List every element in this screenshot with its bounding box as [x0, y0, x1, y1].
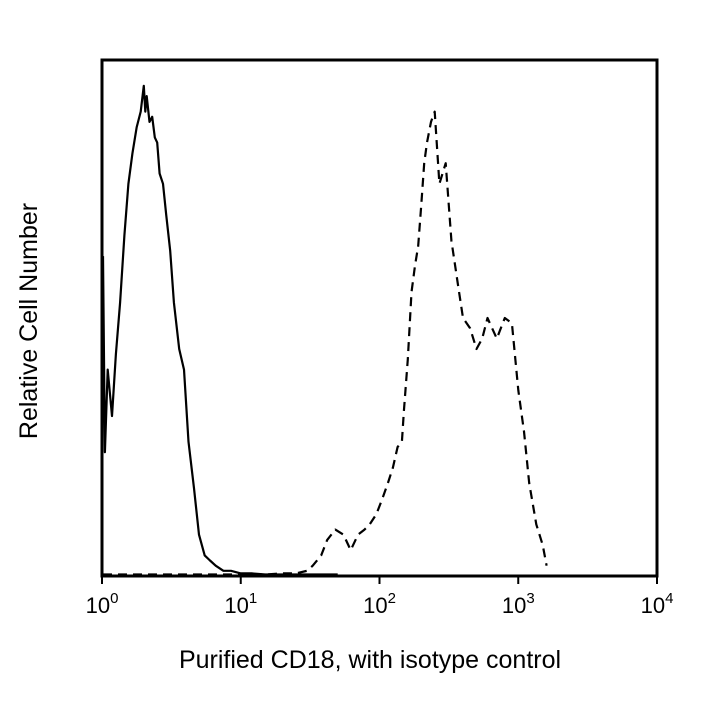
x-tick-label: 101 — [224, 590, 257, 618]
x-tick-label-base: 10 — [502, 593, 526, 618]
x-axis-tick-labels: 100 101 102 103 104 — [86, 590, 674, 618]
x-tick-label-exponent: 2 — [388, 590, 396, 607]
histogram-series — [101, 84, 548, 576]
x-tick-label-base: 10 — [86, 593, 110, 618]
x-tick-label-exponent: 0 — [110, 590, 118, 607]
cd18-dashed-series-line — [103, 110, 548, 576]
x-axis-title: Purified CD18, with isotype control — [179, 646, 561, 674]
x-tick-label: 104 — [641, 590, 674, 618]
x-tick-label: 100 — [86, 590, 119, 618]
x-tick-label-base: 10 — [224, 593, 248, 618]
x-tick-label-base: 10 — [641, 593, 665, 618]
x-axis-ticks — [101, 576, 658, 584]
isotype-solid-series-line — [101, 84, 338, 576]
plot-frame — [100, 58, 659, 578]
x-tick-label-base: 10 — [363, 593, 387, 618]
x-tick-label-exponent: 1 — [249, 590, 257, 607]
x-tick-label-exponent: 3 — [526, 590, 534, 607]
x-tick-label: 103 — [502, 590, 535, 618]
x-tick-label: 102 — [363, 590, 396, 618]
y-axis-title: Relative Cell Number — [15, 203, 43, 439]
x-tick-label-exponent: 4 — [665, 590, 673, 607]
